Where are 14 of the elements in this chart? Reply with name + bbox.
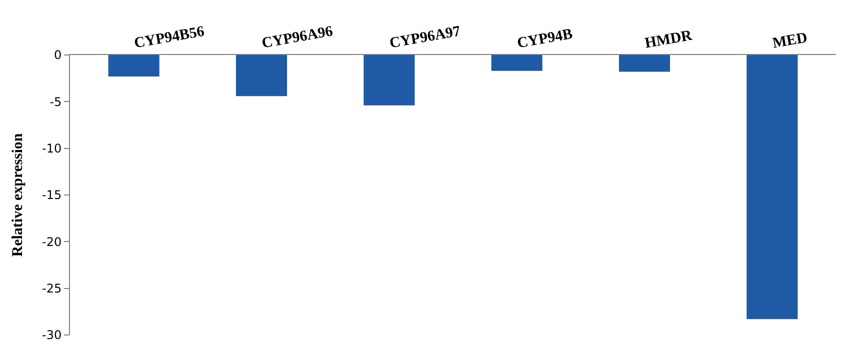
x-tick-label: CYP94B56 — [133, 24, 206, 52]
x-tick-label: CYP94B — [516, 26, 574, 52]
x-tick-label: CYP96A96 — [260, 24, 335, 52]
y-tick-label: -15 — [42, 188, 62, 202]
y-tick-label: 0 — [54, 48, 62, 62]
y-axis-title: Relative expression — [10, 132, 26, 257]
y-tick-label: -10 — [42, 142, 62, 156]
y-tick-label: -25 — [42, 282, 62, 296]
y-tick-label: -20 — [42, 234, 62, 249]
x-tick-label: MED — [771, 30, 809, 52]
x-tick-label: HMDR — [644, 28, 694, 52]
y-tick-label: -30 — [42, 328, 62, 342]
y-tick-label: -5 — [50, 94, 62, 109]
x-tick-label: CYP96A97 — [388, 24, 462, 52]
